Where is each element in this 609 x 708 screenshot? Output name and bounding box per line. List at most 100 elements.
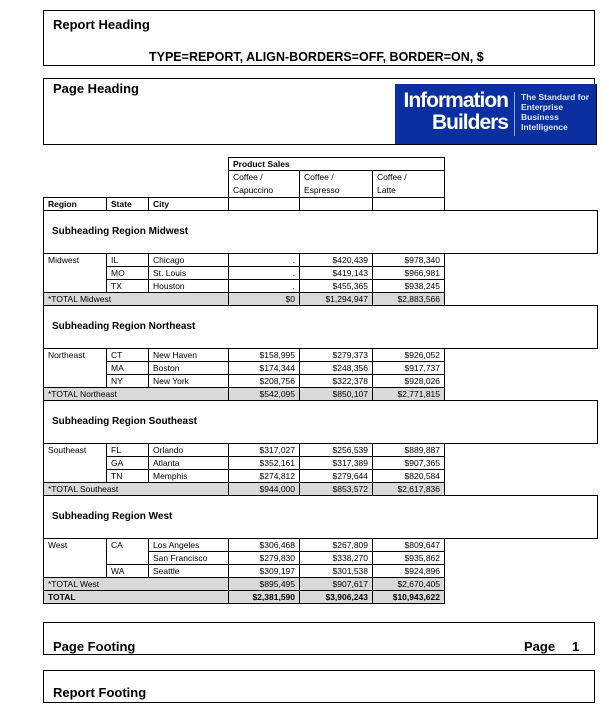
sales-value: . xyxy=(228,266,300,280)
table-row: NY New York $208,756 $322,378 $928,026 xyxy=(43,374,598,388)
sales-value: $978,340 xyxy=(372,253,445,267)
city-cell: Atlanta xyxy=(148,456,229,470)
sales-value: $279,644 xyxy=(299,469,373,483)
table-row: San Francisco $279,830 $338,270 $935,862 xyxy=(43,551,598,565)
state-cell: FL xyxy=(106,443,149,457)
subheading-row: Subheading Region Northeast xyxy=(43,305,598,349)
subheading: Subheading Region Southeast xyxy=(43,400,598,444)
city-cell: Houston xyxy=(148,279,229,293)
page-footing-title: Page Footing xyxy=(53,639,136,654)
subtotal-value: $2,771,815 xyxy=(372,387,445,401)
empty xyxy=(107,158,149,171)
product-sales-header: Product Sales xyxy=(228,157,445,171)
table-row: MO St. Louis. $419,143 $966,981 xyxy=(43,266,598,280)
sales-value: $158,995 xyxy=(228,348,300,362)
subheading: Subheading Region Northeast xyxy=(43,305,598,349)
sales-value: $208,756 xyxy=(228,374,300,388)
subheading-row: Subheading Region Southeast xyxy=(43,400,598,444)
sales-value: . xyxy=(228,253,300,267)
subtotal-value: $944,000 xyxy=(228,482,300,496)
table-row: MA Boston $174,344 $248,356 $917,737 xyxy=(43,361,598,375)
subheading: Subheading Region West xyxy=(43,495,598,539)
subtotal-row: *TOTAL Southeast $944,000 $853,572 $2,617,8… xyxy=(43,482,598,496)
product-header-row: Coffee / Capuccino Coffee / Espresso Coffee … xyxy=(44,170,598,198)
city-cell: Boston xyxy=(148,361,229,375)
subtotal-value: $2,617,836 xyxy=(372,482,445,496)
table-row: GA Atlanta $352,161 $317,389 $907,365 xyxy=(43,456,598,470)
page-number: 1 xyxy=(572,639,580,654)
page-label: Page xyxy=(524,639,556,654)
empty-header-cell xyxy=(372,197,445,211)
city-cell: Seattle xyxy=(148,564,229,578)
empty xyxy=(445,171,598,198)
subtotal-value: $0 xyxy=(228,292,300,306)
sales-value: $907,365 xyxy=(372,456,445,470)
table-row: Southeast FL Orlando $317,027 $256,539 $889,8… xyxy=(43,443,598,457)
state-cell: CA xyxy=(106,538,149,552)
subtotal-row: *TOTAL Midwest $0 $1,294,947 $2,883,566 xyxy=(43,292,598,306)
region-cell: Midwest xyxy=(43,253,107,267)
state-cell: IL xyxy=(106,253,149,267)
sales-value: $966,981 xyxy=(372,266,445,280)
sales-value: $917,737 xyxy=(372,361,445,375)
empty xyxy=(445,552,598,565)
table-row: WA Seattle $309,197 $301,538 $924,896 xyxy=(43,564,598,578)
state-cell: NY xyxy=(106,374,149,388)
logo-tagline: The Standard for Enterprise Business Intell… xyxy=(521,92,590,132)
column-header-region: Region xyxy=(43,197,107,211)
sales-value: $420,439 xyxy=(299,253,373,267)
product-column-header: Coffee / Latte xyxy=(372,170,445,198)
state-cell: TX xyxy=(106,279,149,293)
city-cell: New Haven xyxy=(148,348,229,362)
sales-value: $928,026 xyxy=(372,374,445,388)
sales-value: $926,052 xyxy=(372,348,445,362)
city-cell: San Francisco xyxy=(148,551,229,565)
subtotal-value: $895,495 xyxy=(228,577,300,591)
subtotal-value: $542,095 xyxy=(228,387,300,401)
sales-value: $935,862 xyxy=(372,551,445,565)
product-column-header: Coffee / Capuccino xyxy=(228,170,300,198)
table-row: Midwest IL Chicago. $420,439 $978,340 xyxy=(43,253,598,267)
empty xyxy=(445,565,598,578)
report-footing-title: Report Footing xyxy=(53,685,147,700)
subtotal-value: $1,294,947 xyxy=(299,292,373,306)
city-cell: Memphis xyxy=(148,469,229,483)
subheading: Subheading Region Midwest xyxy=(43,210,598,254)
region-cell xyxy=(43,469,107,483)
sales-value: $924,896 xyxy=(372,564,445,578)
empty xyxy=(445,470,598,483)
city-cell: Orlando xyxy=(148,443,229,457)
sales-value: $309,197 xyxy=(228,564,300,578)
region-cell xyxy=(43,456,107,470)
empty xyxy=(445,539,598,552)
subtotal-label: *TOTAL Midwest xyxy=(43,292,229,306)
subtotal-value: $2,670,405 xyxy=(372,577,445,591)
empty xyxy=(44,158,107,171)
sales-value: $256,539 xyxy=(299,443,373,457)
empty xyxy=(445,444,598,457)
column-header-city: City xyxy=(148,197,229,211)
subtotal-value: $907,617 xyxy=(299,577,373,591)
empty xyxy=(445,591,598,604)
empty xyxy=(149,171,229,198)
grand-total-row: TOTAL $2,381,590 $3,906,243 $10,943,622 xyxy=(43,590,598,604)
subtotal-value: $850,107 xyxy=(299,387,373,401)
sales-value: $267,809 xyxy=(299,538,373,552)
empty xyxy=(107,171,149,198)
sales-value: $809,647 xyxy=(372,538,445,552)
city-cell: Los Angeles xyxy=(148,538,229,552)
empty xyxy=(149,158,229,171)
table-row: TX Houston. $455,365 $938,245 xyxy=(43,279,598,293)
region-cell xyxy=(43,266,107,280)
page-heading-title: Page Heading xyxy=(53,81,139,96)
sales-value: $338,270 xyxy=(299,551,373,565)
grand-total-value: $10,943,622 xyxy=(372,590,445,604)
state-cell: MO xyxy=(106,266,149,280)
page-footing: Page Footing Page 1 xyxy=(43,622,595,655)
logo-wordmark: Information Builders xyxy=(403,89,509,134)
information-builders-logo: Information Builders The Standard for Ente… xyxy=(395,84,597,145)
empty xyxy=(44,171,107,198)
sales-value: $820,584 xyxy=(372,469,445,483)
empty xyxy=(445,267,598,280)
sales-value: $174,344 xyxy=(228,361,300,375)
